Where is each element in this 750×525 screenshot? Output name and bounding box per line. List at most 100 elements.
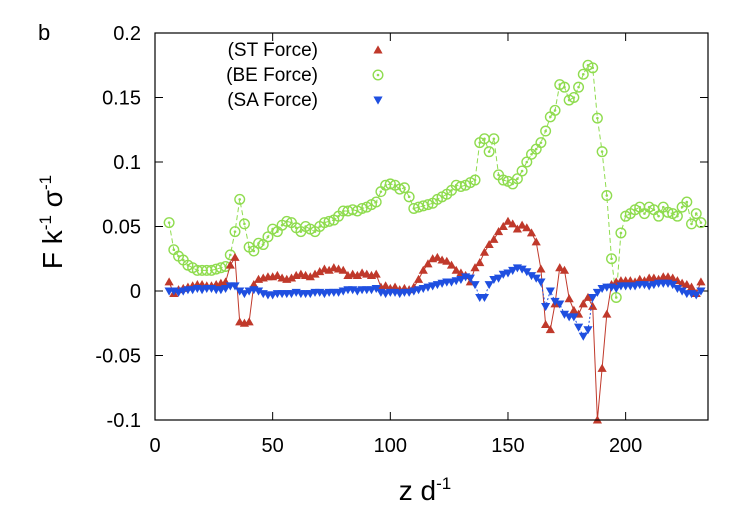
data-point: [324, 265, 334, 274]
data-point: [517, 220, 527, 229]
x-axis-title: z d-1: [399, 474, 451, 506]
data-point: [540, 125, 552, 137]
series-0: [164, 216, 706, 424]
data-point: [413, 274, 424, 283]
data-point: [696, 277, 706, 286]
data-point: [451, 265, 461, 274]
data-point: [555, 263, 565, 272]
data-point: [691, 291, 701, 300]
data-point: [503, 269, 513, 278]
data-point: [696, 287, 706, 296]
data-point: [488, 133, 500, 145]
legend-marker-0: [373, 45, 383, 54]
data-point: [225, 260, 235, 269]
data-point: [544, 111, 556, 123]
data-point: [230, 282, 240, 291]
legend-marker-2: [373, 96, 383, 105]
data-point: [536, 278, 546, 287]
data-point: [578, 299, 588, 308]
data-point: [596, 146, 608, 158]
y-axis-title: F k-1 σ-1: [36, 175, 68, 269]
data-point: [583, 292, 593, 301]
data-point: [375, 186, 387, 198]
data-point: [588, 294, 598, 303]
data-point: [569, 313, 579, 322]
y-tick-label: -0.05: [95, 346, 141, 368]
data-point: [526, 272, 537, 281]
data-point: [352, 270, 362, 279]
x-tick-label: 200: [609, 435, 642, 457]
y-tick-label: 0: [130, 281, 141, 303]
y-tick-label: 0.2: [113, 23, 141, 45]
data-point: [587, 62, 599, 74]
data-point: [249, 279, 259, 288]
data-point: [479, 247, 490, 256]
data-point: [257, 239, 269, 251]
data-point: [588, 301, 598, 310]
plot-frame: [154, 32, 709, 421]
data-point: [668, 281, 678, 290]
data-point: [315, 267, 325, 276]
data-point: [244, 317, 254, 326]
data-point: [484, 239, 494, 249]
x-tick-label: 100: [374, 435, 407, 457]
data-point: [578, 332, 588, 341]
data-point: [398, 182, 410, 194]
data-point: [521, 156, 533, 168]
data-point: [371, 284, 381, 294]
data-point: [475, 258, 485, 267]
data-point: [470, 263, 480, 272]
data-point: [677, 287, 687, 296]
x-tick-label: 0: [149, 435, 160, 457]
data-point: [164, 277, 174, 286]
data-point: [638, 208, 650, 220]
data-point: [508, 219, 518, 228]
data-point: [465, 274, 475, 283]
data-point: [286, 273, 297, 282]
x-tick-label: 50: [262, 435, 284, 457]
data-point: [483, 146, 495, 158]
data-point: [536, 264, 546, 273]
data-point: [671, 210, 683, 222]
data-point: [310, 269, 320, 278]
data-point: [686, 218, 698, 230]
data-point: [168, 244, 180, 256]
data-point: [235, 287, 245, 296]
data-point: [592, 288, 602, 297]
data-point: [682, 279, 692, 288]
y-tick-label: 0.15: [102, 88, 141, 110]
data-point: [573, 323, 584, 332]
data-point: [370, 196, 382, 208]
y-tick-label: -0.1: [107, 410, 141, 432]
data-point: [558, 81, 570, 93]
data-point: [238, 218, 250, 230]
data-point: [456, 275, 466, 284]
data-point: [564, 294, 574, 303]
data-point: [469, 174, 481, 186]
data-point: [545, 287, 555, 296]
legend-marker-1: [372, 69, 384, 81]
data-point: [597, 363, 607, 372]
data-point: [484, 281, 494, 290]
data-point: [681, 196, 693, 208]
data-point: [602, 309, 612, 318]
data-point: [489, 234, 499, 243]
series-layer: [163, 59, 707, 424]
data-point: [442, 256, 452, 265]
legend: (ST Force) (BE Force) (SA Force): [226, 40, 384, 111]
series-2: [164, 264, 706, 341]
legend-label-st: (ST Force): [228, 40, 318, 61]
series-line: [168, 64, 702, 298]
data-point: [672, 284, 683, 294]
data-point: [568, 91, 580, 103]
data-point: [503, 216, 513, 225]
data-point: [535, 137, 547, 149]
data-point: [559, 310, 570, 319]
data-point: [253, 287, 264, 296]
data-point: [541, 319, 551, 328]
data-point: [611, 284, 621, 294]
data-point: [479, 294, 490, 303]
data-point: [272, 270, 282, 279]
data-point: [493, 274, 504, 283]
